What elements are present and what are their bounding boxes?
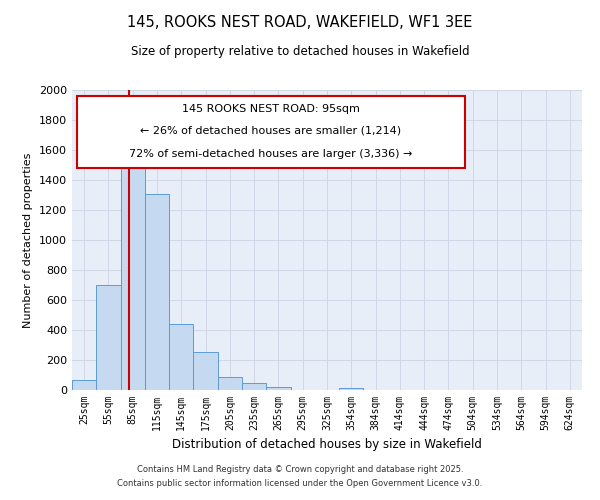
Text: 145, ROOKS NEST ROAD, WAKEFIELD, WF1 3EE: 145, ROOKS NEST ROAD, WAKEFIELD, WF1 3EE: [127, 15, 473, 30]
Text: ← 26% of detached houses are smaller (1,214): ← 26% of detached houses are smaller (1,…: [140, 126, 401, 136]
Bar: [121, 141, 145, 390]
Bar: [266, 386, 290, 390]
Bar: [193, 352, 218, 390]
Text: Contains HM Land Registry data © Crown copyright and database right 2025.
Contai: Contains HM Land Registry data © Crown c…: [118, 466, 482, 487]
X-axis label: Distribution of detached houses by size in Wakefield: Distribution of detached houses by size …: [172, 438, 482, 452]
Y-axis label: Number of detached properties: Number of detached properties: [23, 152, 34, 328]
Text: 72% of semi-detached houses are larger (3,336) →: 72% of semi-detached houses are larger (…: [129, 148, 413, 158]
Bar: [72, 380, 96, 390]
Bar: [145, 194, 169, 390]
Bar: [96, 285, 121, 390]
Bar: [242, 382, 266, 390]
Text: 145 ROOKS NEST ROAD: 95sqm: 145 ROOKS NEST ROAD: 95sqm: [182, 104, 360, 114]
FancyBboxPatch shape: [77, 96, 465, 168]
Bar: [218, 376, 242, 390]
Bar: [169, 324, 193, 390]
Text: Size of property relative to detached houses in Wakefield: Size of property relative to detached ho…: [131, 45, 469, 58]
Bar: [339, 388, 364, 390]
